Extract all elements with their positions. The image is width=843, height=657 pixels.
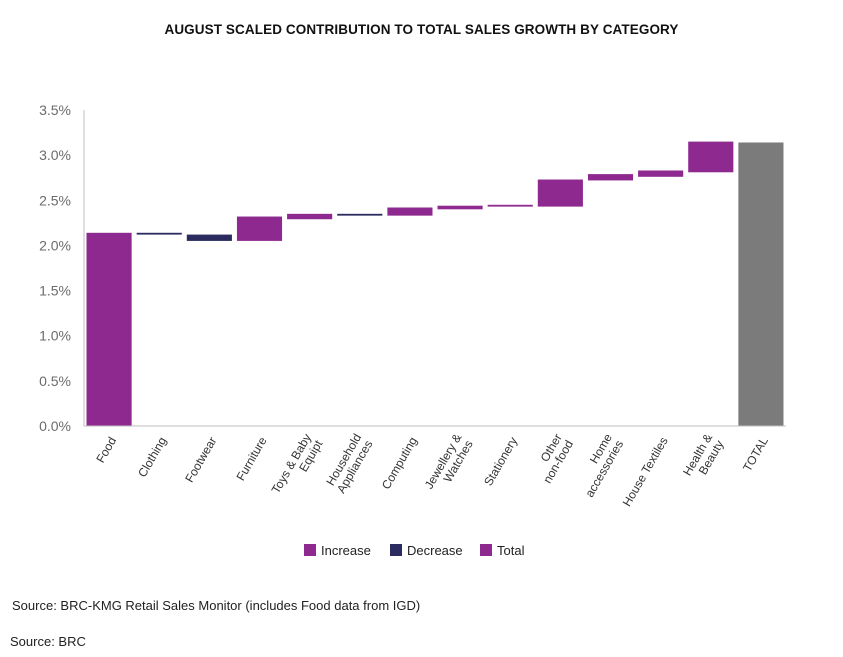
x-tick-label-line: Food	[93, 435, 119, 466]
legend-label-decrease: Decrease	[407, 543, 463, 558]
bar-footwear	[186, 234, 232, 241]
bar-computing	[387, 207, 433, 216]
x-tick-label: Food	[93, 435, 119, 466]
source-note-brc: Source: BRC	[10, 634, 86, 649]
y-tick-label: 0.5%	[39, 373, 71, 389]
x-tick-label: Stationery	[481, 435, 520, 489]
bar-furniture	[236, 216, 283, 241]
bar-household-appliances	[337, 213, 383, 216]
bar-health-beauty	[688, 141, 734, 173]
x-tick-label: Clothing	[135, 435, 169, 480]
x-tick-label: Health &Beauty	[680, 431, 726, 478]
y-tick-label: 1.5%	[39, 283, 71, 299]
bar-other-non-food	[537, 179, 583, 207]
x-tick-label: House Textiles	[620, 435, 671, 509]
bar-total	[738, 142, 784, 426]
y-tick-label: 3.5%	[39, 102, 71, 118]
y-tick-label: 0.0%	[39, 418, 71, 434]
x-tick-label: TOTAL	[740, 434, 771, 474]
y-tick-label: 2.5%	[39, 192, 71, 208]
legend-swatch-increase	[304, 544, 316, 556]
bar-clothing	[136, 232, 182, 235]
y-axis: 0.0% 0.5% 1.0% 1.5% 2.0% 2.5% 3.0% 3.5%	[39, 102, 85, 434]
x-tick-label-line: Furniture	[233, 434, 269, 483]
bar-food	[86, 232, 132, 426]
bar-jewellery-watches	[437, 205, 483, 210]
source-note: Source: BRC-KMG Retail Sales Monitor (in…	[12, 598, 421, 613]
x-tick-label: Footwear	[182, 435, 219, 485]
bar-toys-baby-equipt	[287, 213, 333, 220]
chart-title: AUGUST SCALED CONTRIBUTION TO TOTAL SALE…	[164, 22, 679, 37]
x-tick-label-line: TOTAL	[740, 434, 771, 474]
bars	[86, 141, 784, 426]
legend-label-increase: Increase	[321, 543, 371, 558]
legend: Increase Decrease Total	[304, 543, 525, 558]
x-axis: Food Clothing Footwear Furniture Toys & Baby…	[84, 425, 786, 509]
bar-stationery	[487, 204, 533, 207]
legend-swatch-decrease	[390, 544, 402, 556]
x-tick-label: Computing	[379, 435, 420, 492]
legend-label-total: Total	[497, 543, 525, 558]
x-tick-label: Furniture	[233, 434, 269, 483]
x-tick-label-line: Stationery	[481, 435, 520, 489]
x-tick-label-line: House Textiles	[620, 435, 671, 509]
x-tick-label-line: Computing	[379, 435, 420, 492]
y-tick-label: 3.0%	[39, 147, 71, 163]
waterfall-chart: 0.0% 0.5% 1.0% 1.5% 2.0% 2.5% 3.0% 3.5% Food Clo…	[39, 102, 786, 558]
y-tick-label: 2.0%	[39, 237, 71, 253]
bar-house-textiles	[638, 170, 684, 177]
x-tick-label-line: Clothing	[135, 435, 169, 480]
x-tick-label: Jewellery &Watches	[422, 431, 476, 491]
y-tick-label: 1.0%	[39, 328, 71, 344]
bar-home-accessories	[587, 174, 634, 181]
legend-swatch-total	[480, 544, 492, 556]
x-tick-label-line: Footwear	[182, 435, 219, 485]
